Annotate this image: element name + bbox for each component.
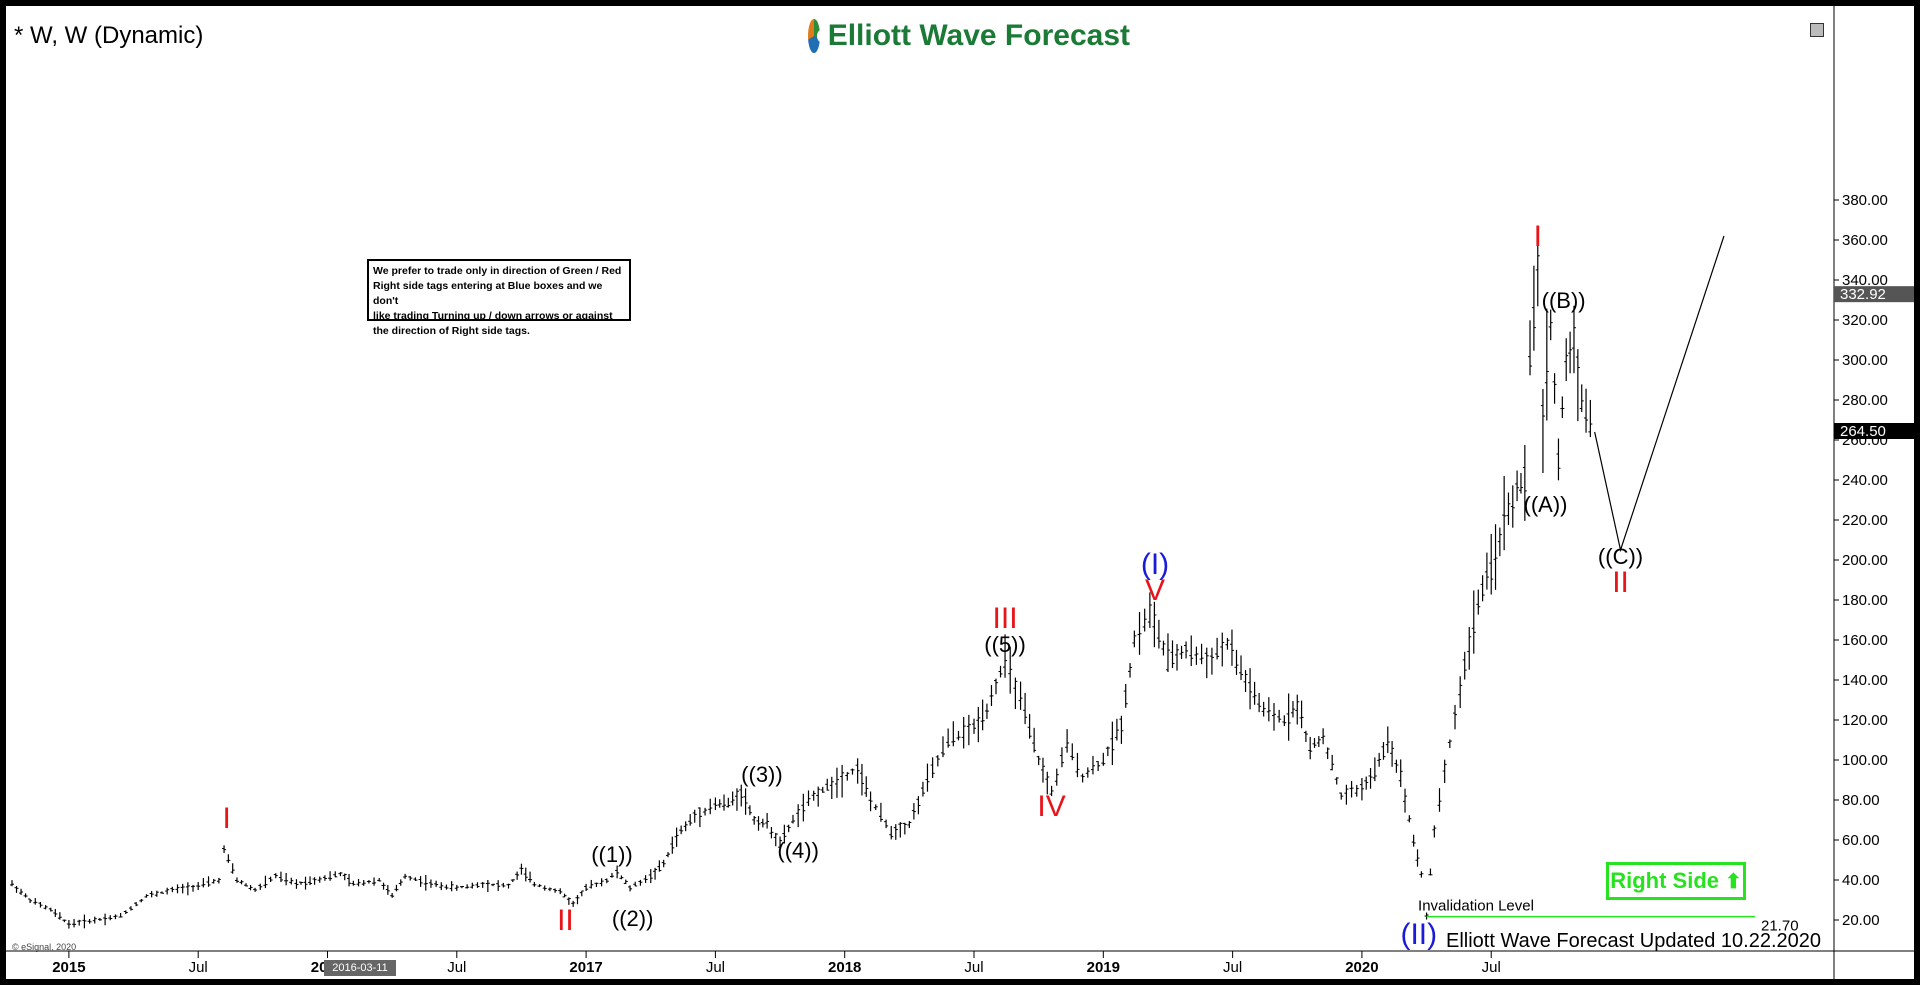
date-cursor-label: 2016-03-11 xyxy=(324,960,396,976)
y-tick-label: 180.00 xyxy=(1842,592,1888,609)
wave-label: V xyxy=(1145,574,1165,607)
x-tick-label: Jul xyxy=(1223,959,1242,976)
wave-label: (II) xyxy=(1400,918,1437,951)
wave-label: ((4)) xyxy=(777,838,819,863)
chart-area[interactable]: 20.00 40.00 60.00 80.00 100.00 120.00 140.00 16… xyxy=(6,6,1914,979)
y-tick-label: 320.00 xyxy=(1842,312,1888,329)
logo-text: Elliott Wave Forecast xyxy=(827,19,1130,52)
x-tick-label: Jul xyxy=(447,959,466,976)
wave-label: ((A)) xyxy=(1524,492,1568,517)
y-tick-label: 100.00 xyxy=(1842,752,1888,769)
wave-label: I xyxy=(222,802,230,835)
esignal-copyright: © eSignal, 2020 xyxy=(12,942,77,952)
x-tick-label: 2020 xyxy=(1345,959,1378,976)
y-tick-label: 300.00 xyxy=(1842,352,1888,369)
current-price-tag-bg xyxy=(1834,423,1914,439)
y-tick-label: 40.00 xyxy=(1842,872,1880,889)
note-line: We prefer to trade only in direction of … xyxy=(373,265,622,277)
x-tick-label: 2019 xyxy=(1087,959,1120,976)
wave-label: II xyxy=(1612,566,1629,599)
y-tick-label: 60.00 xyxy=(1842,832,1880,849)
high-price-tag-bg xyxy=(1834,286,1914,303)
projection-path xyxy=(1594,235,1725,553)
x-tick-label: Jul xyxy=(189,959,208,976)
wave-label: ((1)) xyxy=(591,842,633,867)
chart-title: * W, W (Dynamic) xyxy=(14,22,204,49)
x-tick-label: 2017 xyxy=(569,959,602,976)
current-price-tag: 264.50 xyxy=(1840,423,1886,440)
x-tick-label: 2015 xyxy=(52,959,85,976)
y-tick-label: 240.00 xyxy=(1842,472,1888,489)
x-tick-label: 2018 xyxy=(828,959,861,976)
note-line: like trading Turning up / down arrows or… xyxy=(373,310,613,322)
wave-label: ((2)) xyxy=(612,906,654,931)
logo: Elliott Wave Forecast xyxy=(802,12,1130,60)
wave-label: ((3)) xyxy=(741,762,783,787)
y-tick-label: 340.00 xyxy=(1842,272,1888,289)
up-arrow-icon: ⬆ xyxy=(1725,870,1742,893)
high-price-tag: 332.92 xyxy=(1840,286,1886,303)
minimize-icon[interactable] xyxy=(1810,23,1824,37)
y-tick-label: 360.00 xyxy=(1842,232,1888,249)
y-tick-label: 280.00 xyxy=(1842,392,1888,409)
x-tick-label: Jul xyxy=(964,959,983,976)
y-tick-label: 140.00 xyxy=(1842,672,1888,689)
note-line: Right side tags entering at Blue boxes a… xyxy=(373,280,603,307)
y-tick-label: 220.00 xyxy=(1842,512,1888,529)
wave-label: (I) xyxy=(1141,548,1169,581)
price-chart[interactable]: 20.00 40.00 60.00 80.00 100.00 120.00 140.00 16… xyxy=(6,6,1914,979)
x-tick-label: Jul xyxy=(706,959,725,976)
trading-note: We prefer to trade only in direction of … xyxy=(367,259,631,337)
wave-label: IV xyxy=(1037,790,1065,823)
wave-label: ((5)) xyxy=(984,632,1026,657)
wave-label: III xyxy=(993,602,1018,635)
note-line: the direction of Right side tags. xyxy=(373,325,530,337)
wave-label: ((B)) xyxy=(1542,288,1586,313)
wave-label: ((C)) xyxy=(1598,544,1643,569)
y-tick-label: 380.00 xyxy=(1842,192,1888,209)
invalidation-value: 21.70 xyxy=(1761,918,1799,935)
y-tick-label: 80.00 xyxy=(1842,792,1880,809)
y-tick-label: 160.00 xyxy=(1842,632,1888,649)
wave-label: I xyxy=(1534,220,1542,253)
invalidation-label: Invalidation Level xyxy=(1418,898,1534,915)
right-side-tag: Right Side ⬆ xyxy=(1606,862,1746,900)
x-tick-label: Jul xyxy=(1482,959,1501,976)
y-tick-label: 120.00 xyxy=(1842,712,1888,729)
globe-logo-icon xyxy=(808,19,820,53)
right-side-label: Right Side xyxy=(1610,868,1719,893)
updated-text: Elliott Wave Forecast Updated 10.22.2020 xyxy=(1446,930,1822,952)
y-tick-label: 200.00 xyxy=(1842,552,1888,569)
wave-label: II xyxy=(557,904,574,937)
y-tick-label: 20.00 xyxy=(1842,912,1880,929)
